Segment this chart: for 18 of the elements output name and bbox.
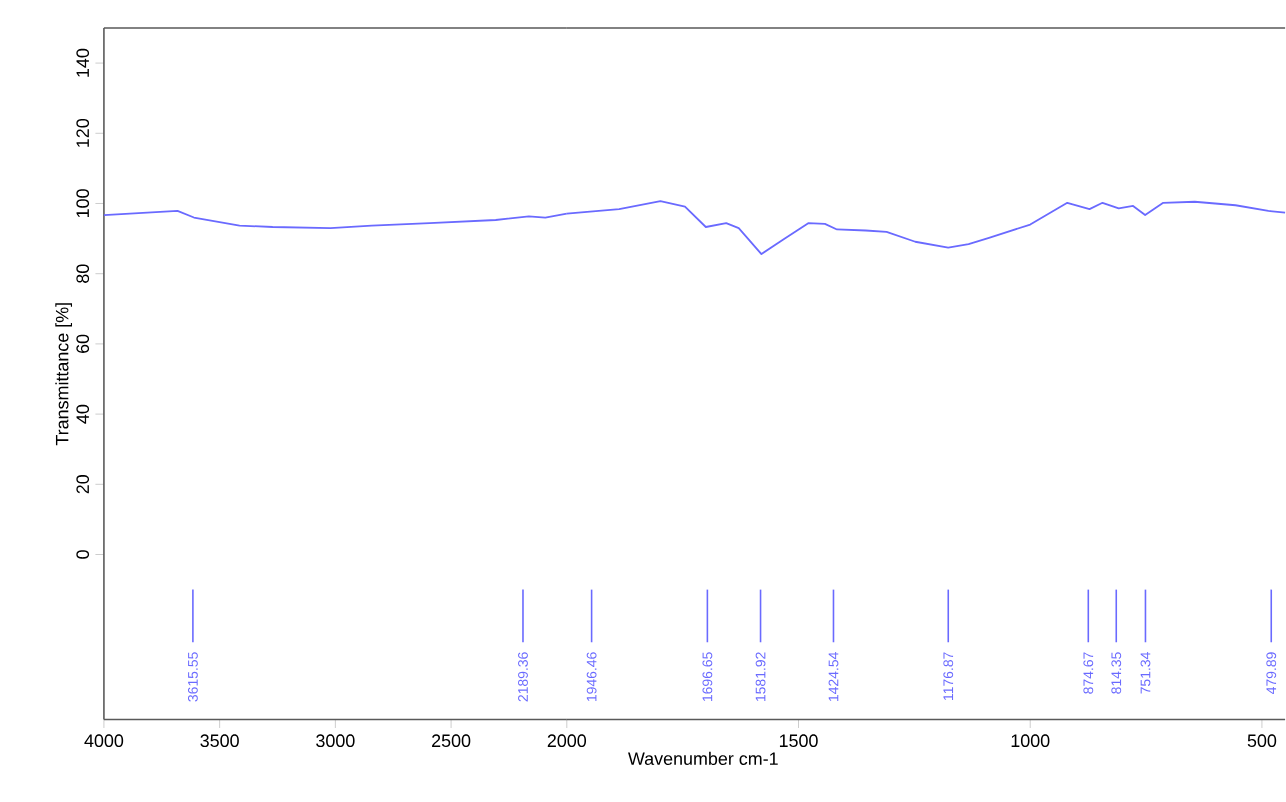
x-tick-label: 2000	[547, 734, 587, 748]
x-tick-label: 3000	[316, 734, 355, 748]
x-tick-label: 500	[1247, 734, 1277, 748]
x-tick-label: 1000	[1011, 734, 1050, 748]
x-axis-title: Wavenumber cm-1	[628, 752, 778, 766]
y-tick-label: 80	[76, 264, 90, 284]
y-tick-label: 140	[76, 49, 90, 77]
x-tick-label: 1500	[779, 734, 818, 748]
y-tick-label: 20	[76, 475, 90, 494]
x-tick-label: 4000	[84, 734, 124, 748]
y-axis-title: Transmittance [%]	[55, 303, 73, 446]
y-tick-label: 100	[76, 189, 90, 218]
y-tick-label: 120	[76, 119, 90, 148]
y-tick-label: 40	[76, 405, 90, 424]
y-tick-label: 0	[76, 550, 90, 560]
x-tick-label: 3500	[200, 734, 239, 748]
y-tick-label: 60	[76, 334, 90, 354]
x-tick-label: 2500	[432, 734, 471, 748]
